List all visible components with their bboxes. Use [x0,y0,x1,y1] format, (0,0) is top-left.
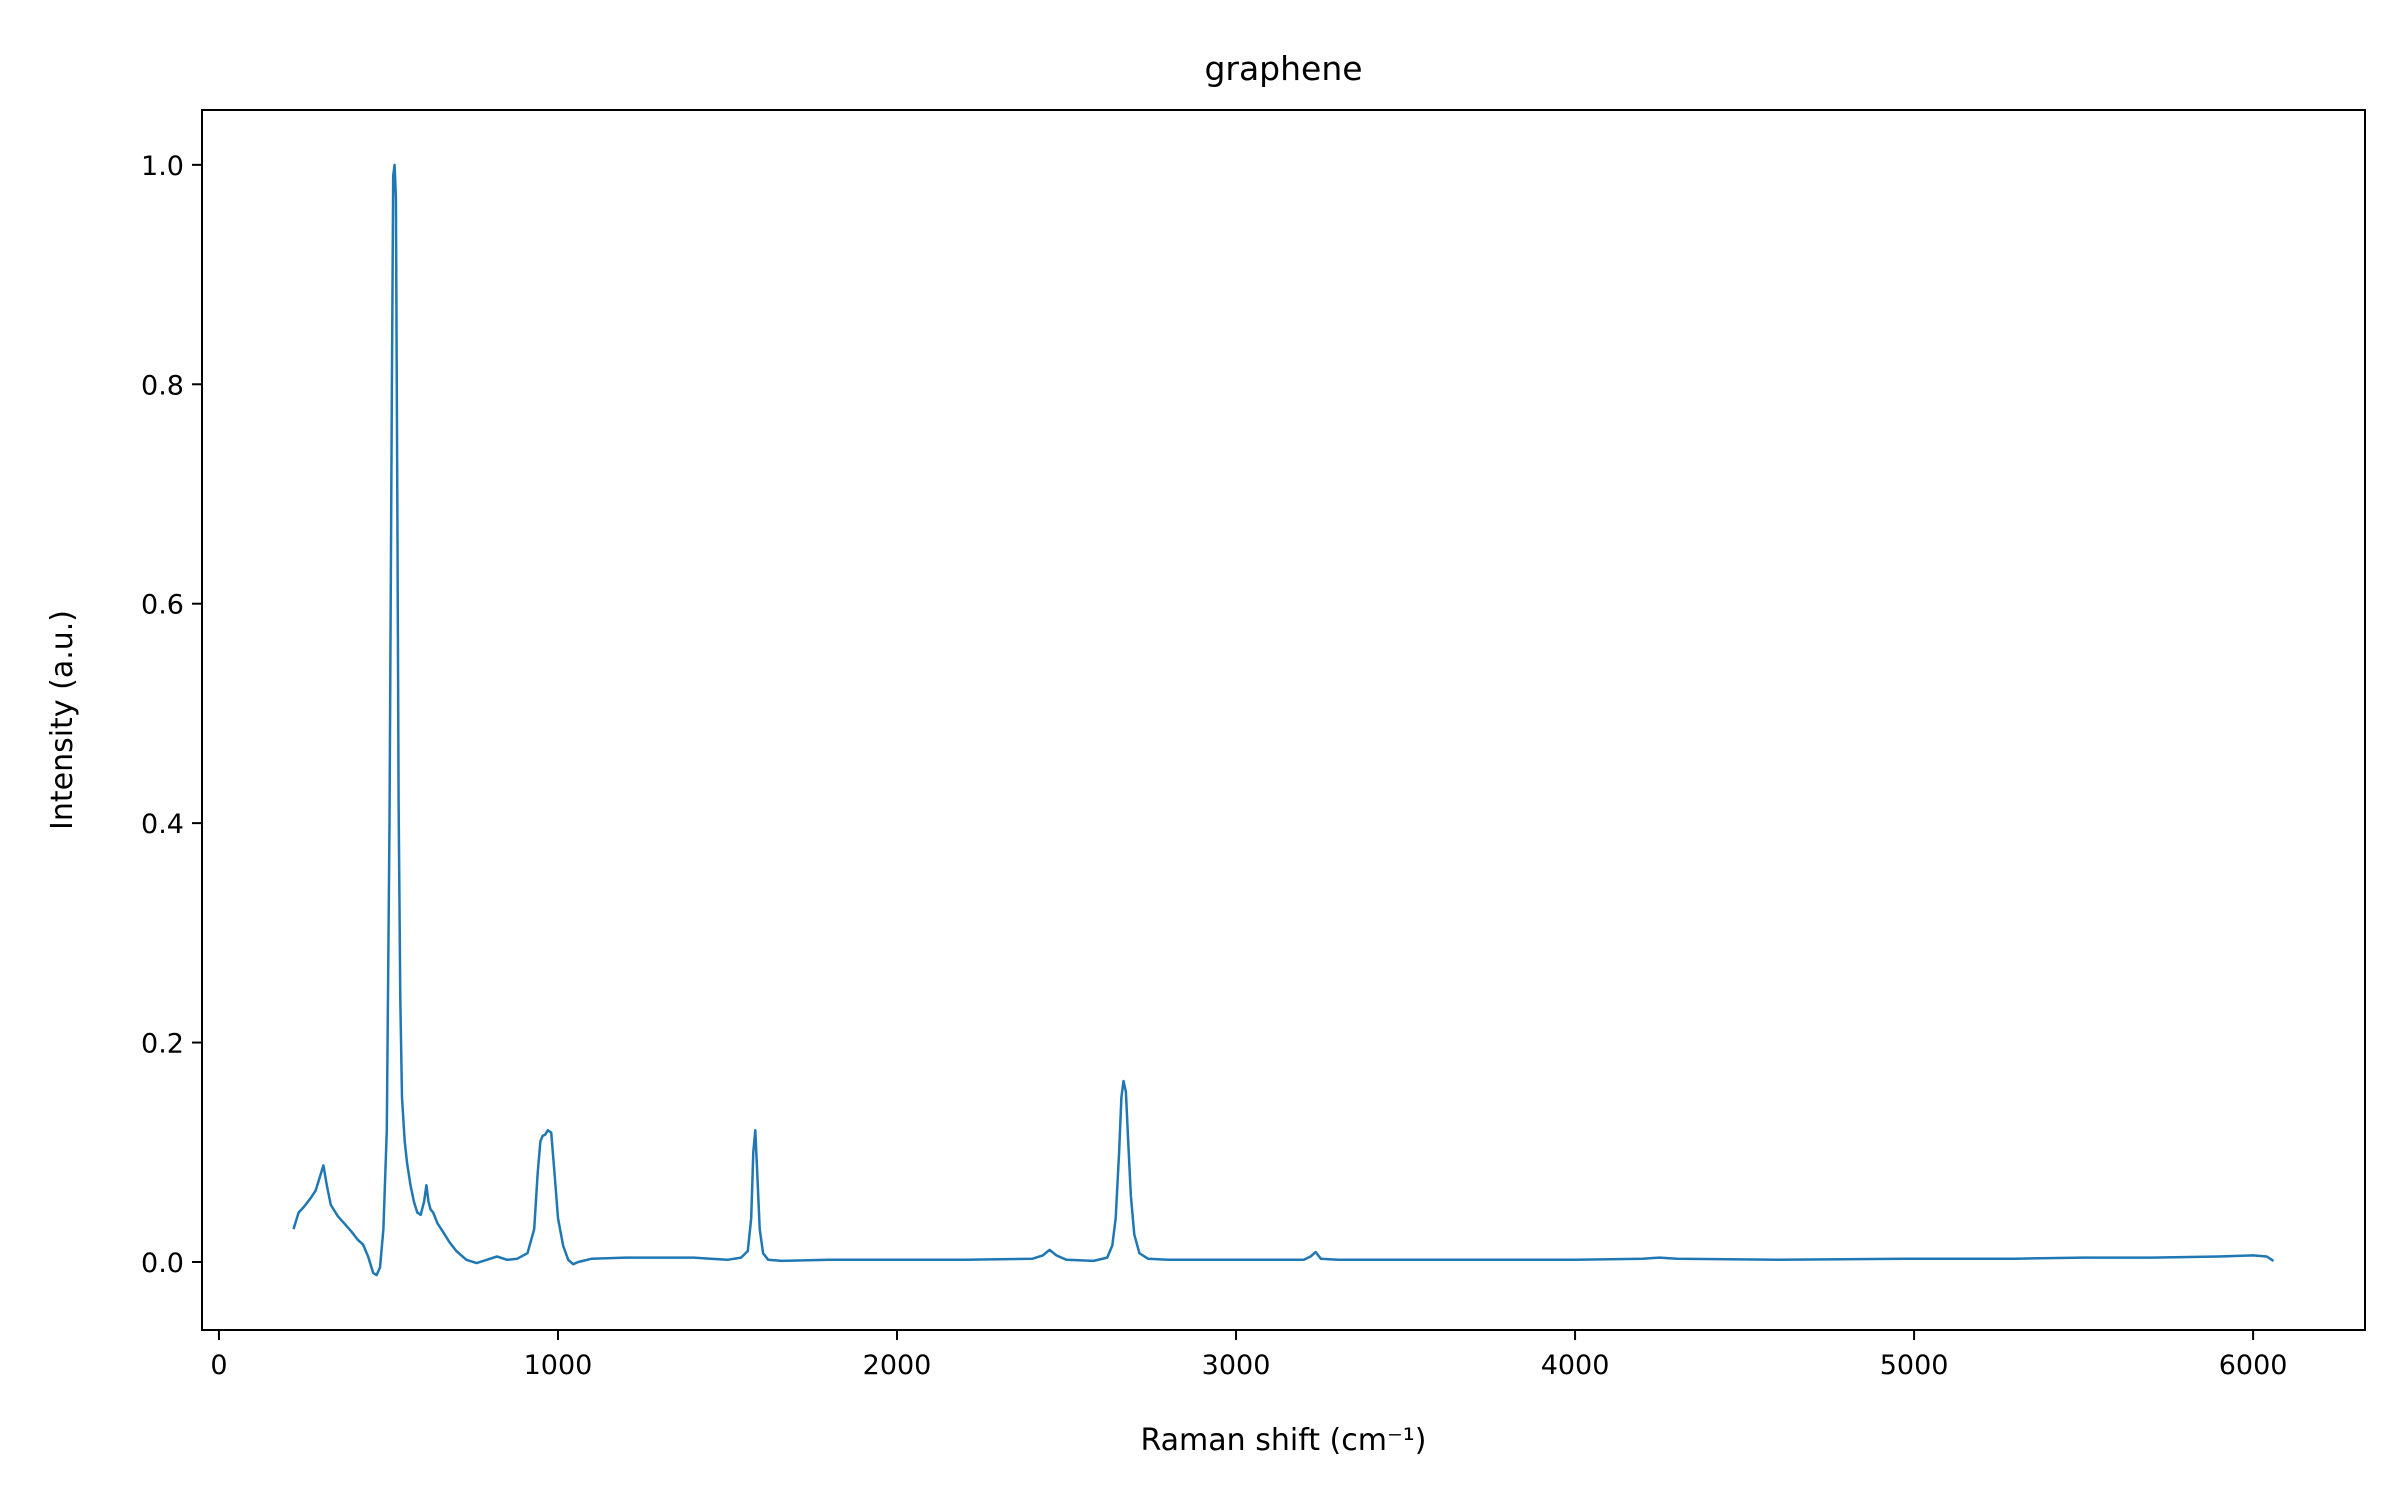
y-tick-label: 0.8 [141,370,184,401]
y-axis-label: Intensity (a.u.) [45,610,80,830]
x-tick-label: 2000 [863,1350,932,1381]
series-layer [292,163,2275,1277]
x-tick-label: 0 [210,1350,227,1381]
x-tick-label: 1000 [524,1350,593,1381]
y-axis: 0.0 0.2 0.4 0.6 0.8 1.0 [141,151,202,1279]
y-tick-label: 0.2 [141,1029,184,1060]
y-tick-label: 0.6 [141,590,184,621]
plot-area [201,109,2366,1331]
chart-title: graphene [1204,49,1362,88]
y-tick-label: 0.0 [141,1248,184,1279]
x-axis: 0 1000 2000 3000 4000 5000 6000 [210,1330,2287,1381]
x-tick-label: 3000 [1202,1350,1271,1381]
x-tick-label: 5000 [1880,1350,1949,1381]
y-tick-label: 0.4 [141,809,184,840]
plot-frame [201,109,2366,1331]
x-tick-label: 6000 [2219,1350,2288,1381]
y-tick-label: 1.0 [141,151,184,182]
series-line-0 [292,163,2275,1277]
x-tick-label: 4000 [1541,1350,1610,1381]
x-axis-label: Raman shift (cm⁻¹) [1140,1423,1426,1458]
